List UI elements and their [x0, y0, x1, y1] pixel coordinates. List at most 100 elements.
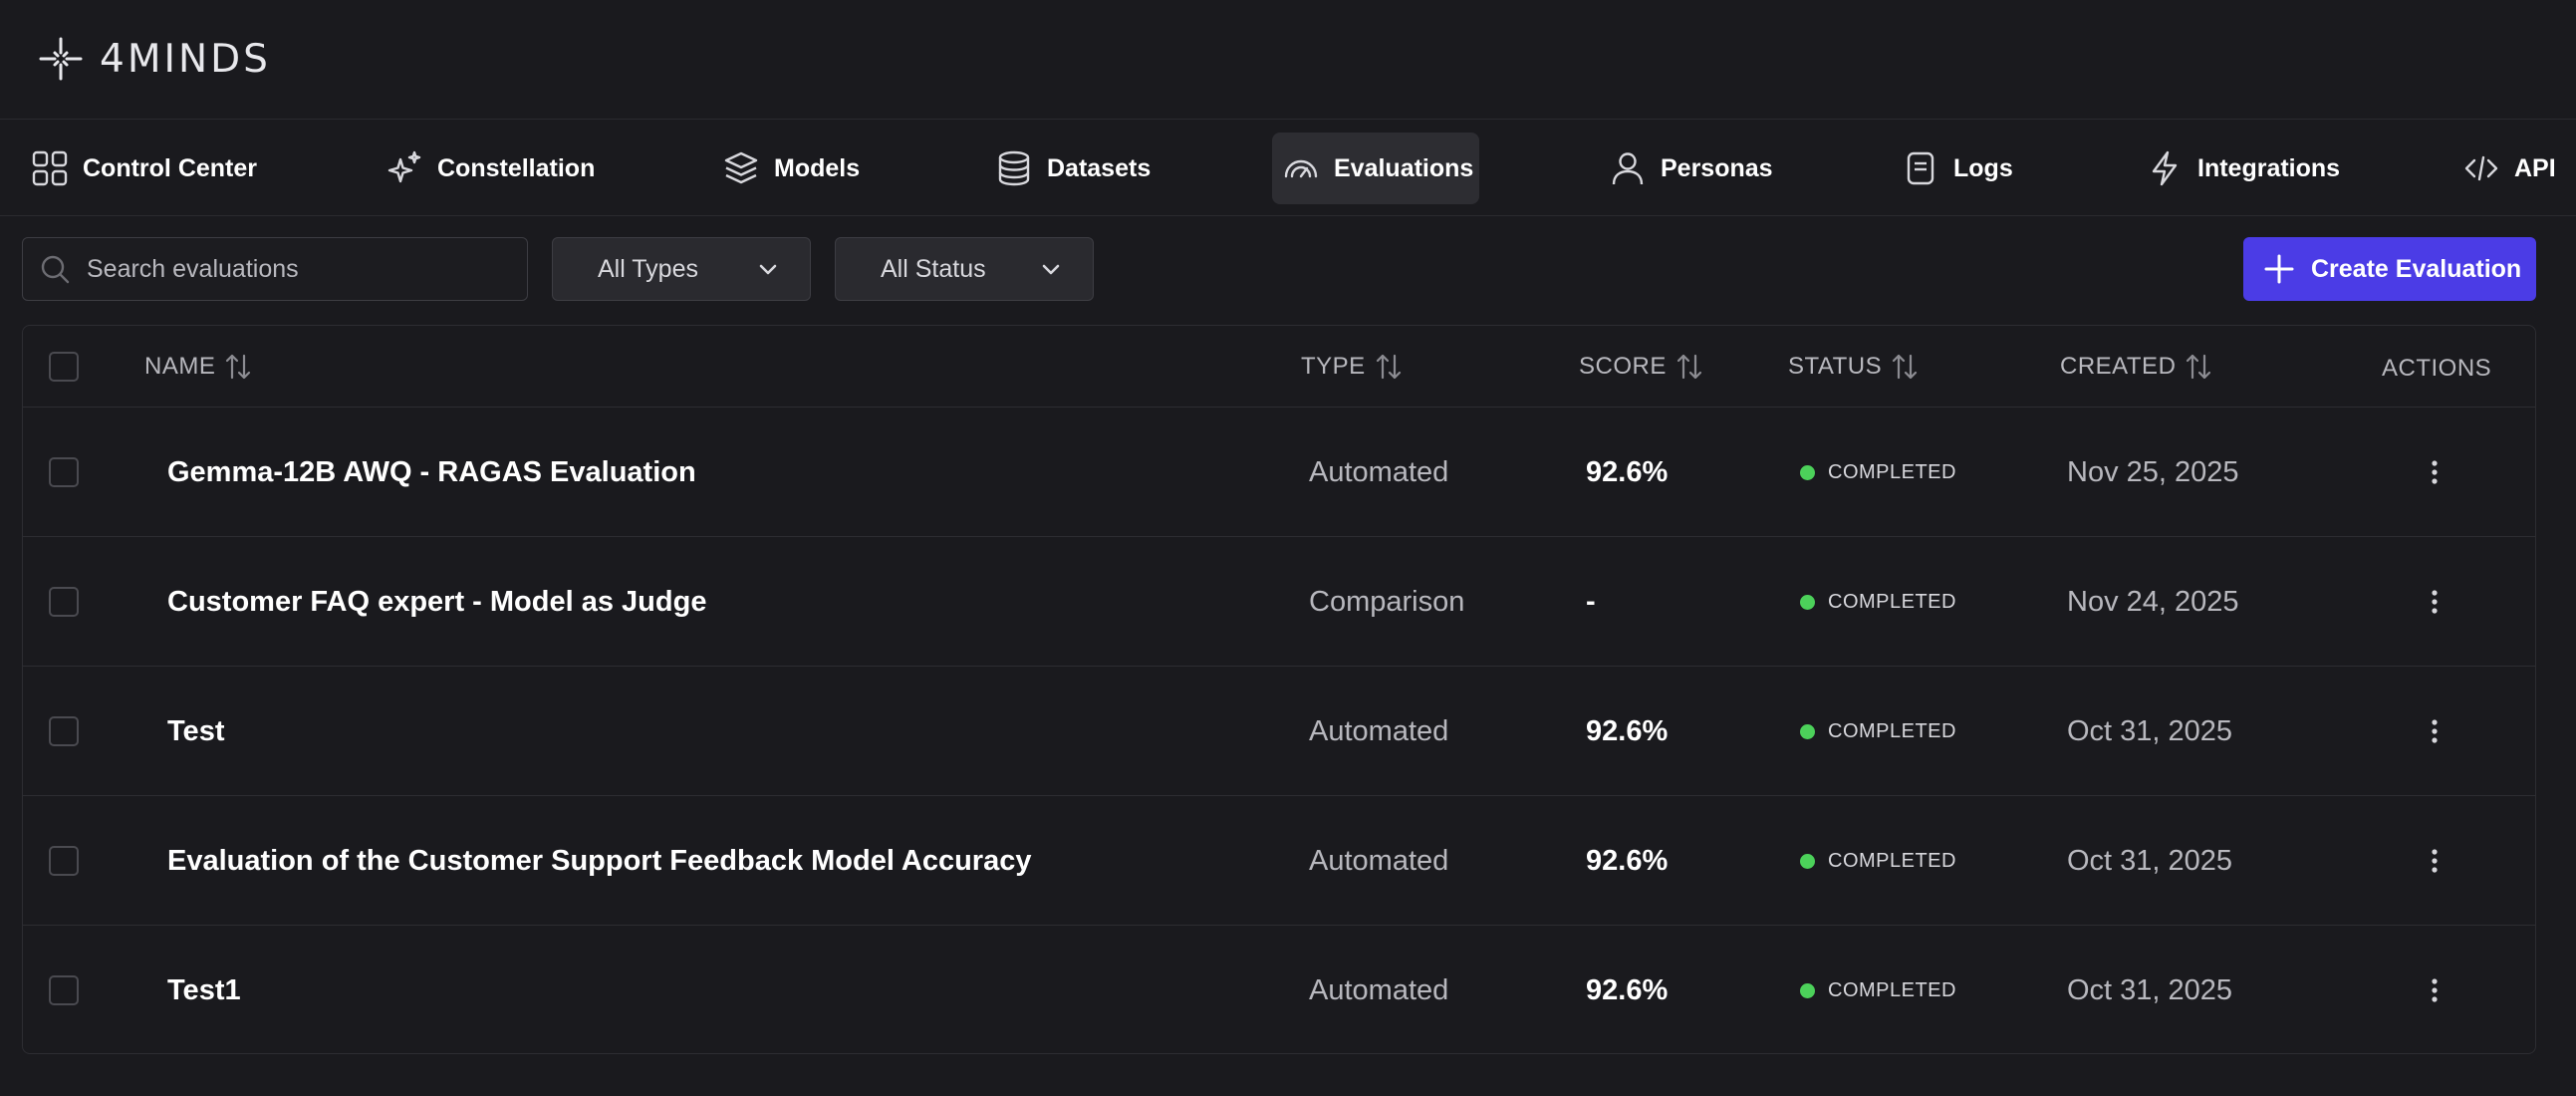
nav-label: Constellation: [437, 153, 596, 182]
nav-item-datasets[interactable]: Datasets: [985, 133, 1160, 204]
column-label: CREATED: [2060, 353, 2177, 380]
evaluation-created-date: Oct 31, 2025: [2067, 714, 2233, 747]
sparkle-logo-icon: [39, 37, 83, 81]
row-checkbox[interactable]: [49, 975, 79, 1005]
code-icon: [2464, 155, 2498, 181]
evaluation-type: Automated: [1309, 844, 1449, 877]
row-actions-button[interactable]: [2420, 667, 2449, 796]
search-box[interactable]: [22, 237, 528, 301]
row-checkbox[interactable]: [49, 587, 79, 617]
nav-label: Personas: [1661, 153, 1773, 182]
status-dot-icon: [1800, 464, 1815, 480]
bolt-icon: [2152, 150, 2178, 186]
nav-item-integrations[interactable]: Integrations: [2136, 133, 2350, 204]
gauge-icon: [1284, 159, 1318, 178]
status-dot-icon: [1800, 723, 1815, 739]
row-actions-button[interactable]: [2420, 408, 2449, 537]
nav-item-models[interactable]: Models: [712, 133, 870, 204]
nav-label: Logs: [1953, 153, 2013, 182]
evaluation-name[interactable]: Evaluation of the Customer Support Feedb…: [167, 844, 1032, 877]
chevron-down-icon: [759, 264, 777, 275]
column-label: SCORE: [1579, 353, 1667, 380]
status-filter-select[interactable]: All Status: [835, 237, 1094, 301]
user-icon: [1612, 152, 1644, 185]
row-checkbox[interactable]: [49, 716, 79, 746]
column-label: ACTIONS: [2382, 355, 2492, 382]
create-evaluation-label: Create Evaluation: [2311, 254, 2522, 283]
nav-item-constellation[interactable]: Constellation: [376, 133, 605, 204]
evaluation-type: Automated: [1309, 714, 1449, 747]
status-badge: COMPLETED: [1800, 408, 1956, 537]
row-checkbox[interactable]: [49, 457, 79, 487]
table-row[interactable]: Test Automated 92.6% COMPLETED Oct 31, 2…: [23, 667, 2535, 796]
evaluation-name[interactable]: Test: [167, 714, 225, 747]
column-header-name[interactable]: NAME: [144, 326, 253, 408]
nav-label: Datasets: [1047, 153, 1152, 182]
app-logo[interactable]: 4MINDS: [38, 36, 271, 82]
more-vertical-icon: [2432, 849, 2438, 873]
evaluation-name[interactable]: Customer FAQ expert - Model as Judge: [167, 585, 707, 618]
nav-item-api[interactable]: API: [2452, 133, 2566, 204]
status-badge: COMPLETED: [1800, 926, 1956, 1055]
app-header: 4MINDS: [0, 0, 2576, 120]
row-checkbox[interactable]: [49, 846, 79, 876]
column-label: TYPE: [1301, 353, 1366, 380]
status-dot-icon: [1800, 594, 1815, 610]
row-actions-button[interactable]: [2420, 926, 2449, 1055]
more-vertical-icon: [2432, 460, 2438, 484]
row-actions-button[interactable]: [2420, 537, 2449, 667]
more-vertical-icon: [2432, 590, 2438, 614]
evaluation-created-date: Oct 31, 2025: [2067, 973, 2233, 1006]
evaluation-score: 92.6%: [1586, 455, 1669, 488]
nav-label: Evaluations: [1334, 153, 1474, 182]
app-name: 4MINDS: [100, 36, 271, 82]
status-badge: COMPLETED: [1800, 537, 1956, 667]
sort-icon: [226, 354, 251, 380]
layers-icon: [724, 151, 758, 184]
status-label: COMPLETED: [1828, 590, 1956, 613]
sort-icon: [1893, 354, 1918, 380]
plus-icon: [2264, 254, 2294, 284]
status-badge: COMPLETED: [1800, 667, 1956, 796]
create-evaluation-button[interactable]: Create Evaluation: [2243, 237, 2536, 301]
type-filter-value: All Types: [598, 254, 698, 283]
table-row[interactable]: Test1 Automated 92.6% COMPLETED Oct 31, …: [23, 926, 2535, 1055]
nav-item-logs[interactable]: Logs: [1892, 133, 2023, 204]
status-dot-icon: [1800, 982, 1815, 998]
evaluation-name[interactable]: Test1: [167, 973, 241, 1006]
file-icon: [1907, 151, 1934, 185]
evaluation-created-date: Nov 25, 2025: [2067, 455, 2239, 488]
column-header-type[interactable]: TYPE: [1301, 326, 1404, 408]
status-badge: COMPLETED: [1800, 796, 1956, 926]
main-nav: Control Center Constellation Models Data…: [0, 121, 2576, 216]
status-filter-value: All Status: [881, 254, 986, 283]
table-row[interactable]: Evaluation of the Customer Support Feedb…: [23, 796, 2535, 926]
evaluation-name[interactable]: Gemma-12B AWQ - RAGAS Evaluation: [167, 455, 696, 488]
search-input[interactable]: [87, 254, 485, 284]
nav-item-personas[interactable]: Personas: [1599, 133, 1783, 204]
status-label: COMPLETED: [1828, 978, 1956, 1001]
nav-item-control-center[interactable]: Control Center: [21, 133, 267, 204]
evaluation-type: Comparison: [1309, 585, 1465, 618]
nav-item-evaluations[interactable]: Evaluations: [1272, 133, 1479, 204]
table-row[interactable]: Customer FAQ expert - Model as Judge Com…: [23, 537, 2535, 667]
select-all-checkbox[interactable]: [49, 352, 79, 382]
evaluation-score: 92.6%: [1586, 844, 1669, 877]
column-label: NAME: [144, 353, 216, 380]
table-row[interactable]: Gemma-12B AWQ - RAGAS Evaluation Automat…: [23, 408, 2535, 537]
sort-icon: [1376, 354, 1401, 380]
type-filter-select[interactable]: All Types: [552, 237, 811, 301]
column-header-created[interactable]: CREATED: [2060, 326, 2213, 408]
status-label: COMPLETED: [1828, 460, 1956, 483]
row-actions-button[interactable]: [2420, 796, 2449, 926]
nav-label: Integrations: [2197, 153, 2341, 182]
status-dot-icon: [1800, 853, 1815, 869]
more-vertical-icon: [2432, 978, 2438, 1002]
table-header: NAME TYPE SCORE STATUS CREATED: [23, 326, 2535, 408]
search-icon: [41, 255, 70, 284]
evaluation-created-date: Nov 24, 2025: [2067, 585, 2239, 618]
status-label: COMPLETED: [1828, 719, 1956, 742]
column-header-status[interactable]: STATUS: [1788, 326, 1920, 408]
sort-icon: [2187, 354, 2211, 380]
column-header-score[interactable]: SCORE: [1579, 326, 1704, 408]
